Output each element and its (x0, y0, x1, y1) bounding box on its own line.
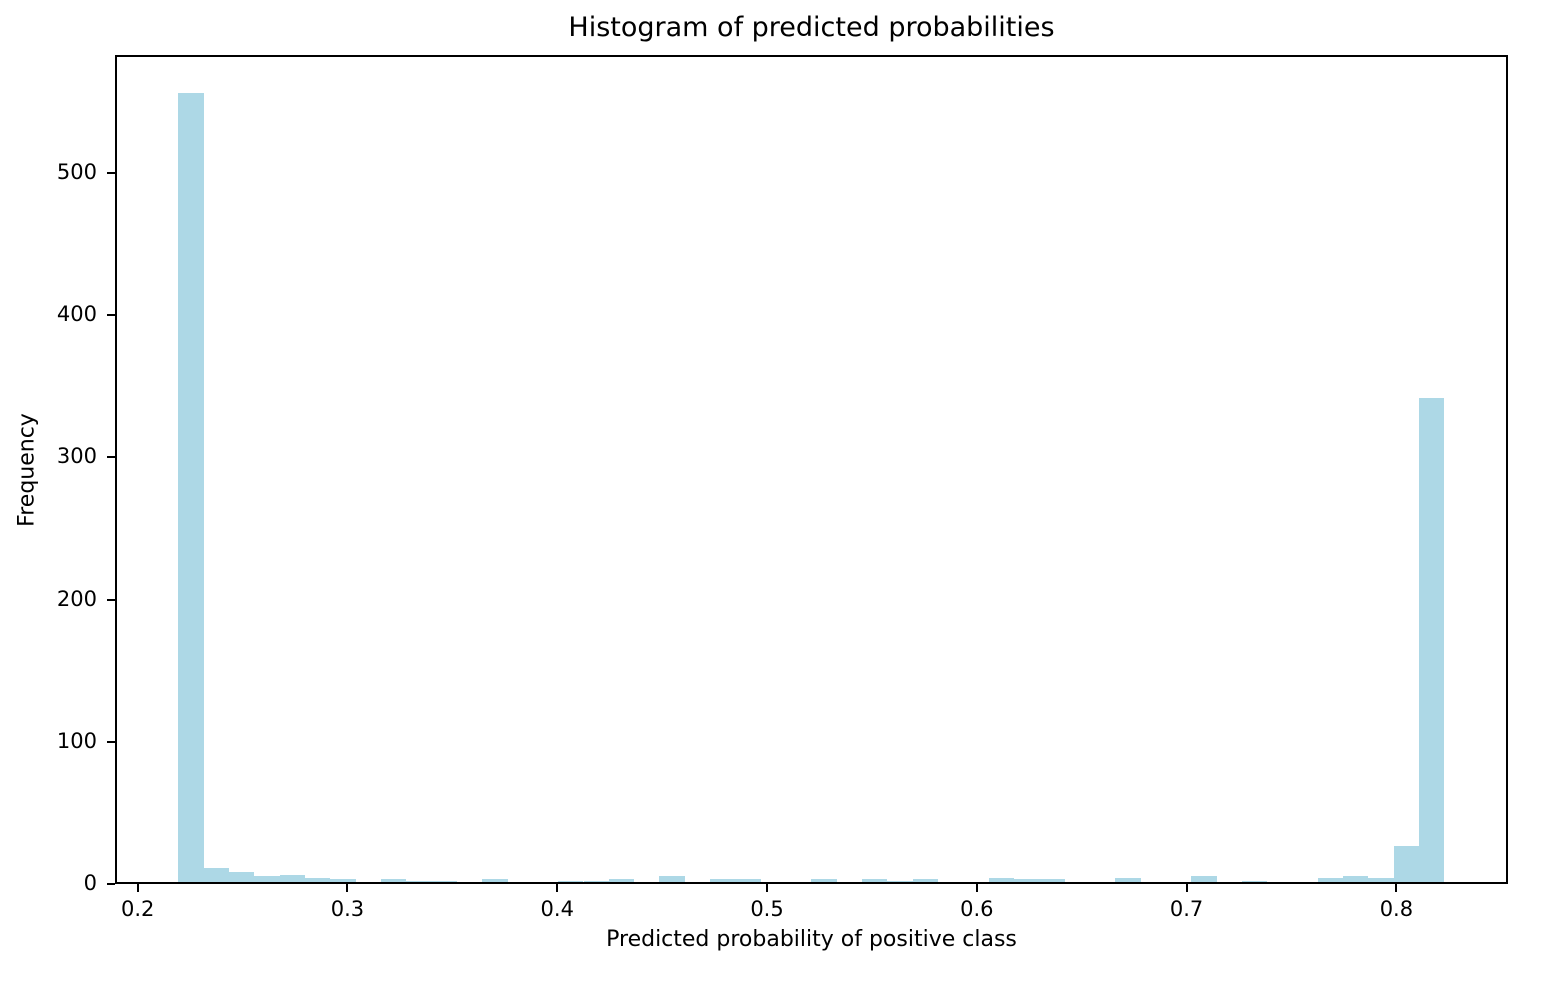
x-tick-label: 0.8 (1379, 897, 1414, 921)
x-tick-mark (975, 884, 978, 892)
histogram-bar (228, 872, 255, 882)
x-tick-label: 0.3 (330, 897, 365, 921)
histogram-bar (1191, 876, 1217, 882)
histogram-bar (482, 879, 508, 882)
histogram-bar (1343, 876, 1369, 882)
histogram-bar (659, 876, 685, 882)
histogram-bar (406, 880, 432, 882)
y-tick-mark (107, 883, 115, 885)
histogram-bar (254, 876, 280, 882)
histogram-bar (178, 92, 204, 882)
histogram-bar (330, 879, 356, 882)
plot-area (115, 55, 1508, 884)
x-tick-mark (346, 884, 349, 892)
histogram-bar (1115, 877, 1141, 882)
histogram-bar (887, 880, 913, 882)
x-tick-mark (136, 884, 139, 892)
y-tick-mark (107, 171, 115, 174)
histogram-bar (380, 879, 407, 882)
histogram-bar (1013, 879, 1040, 882)
y-tick-label: 500 (56, 159, 97, 184)
histogram-bar (1368, 877, 1394, 882)
x-tick-label: 0.7 (1169, 897, 1204, 921)
histogram-bar (1241, 880, 1268, 882)
y-tick-mark (107, 456, 115, 459)
histogram-bar (583, 880, 609, 882)
x-tick-label: 0.6 (960, 897, 994, 921)
x-tick-label: 0.5 (750, 897, 784, 921)
histogram-bar (304, 877, 331, 882)
x-axis-label: Predicted probability of positive class (606, 927, 1017, 952)
histogram-bar (862, 879, 888, 882)
histogram-bar (811, 879, 837, 882)
chart-title: Histogram of predicted probabilities (568, 12, 1055, 43)
x-tick-mark (556, 884, 559, 892)
y-axis-label: Frequency (14, 413, 40, 527)
x-tick-mark (1395, 884, 1398, 892)
y-tick-label: 0 (83, 871, 97, 895)
y-tick-label: 300 (56, 444, 97, 469)
y-tick-label: 200 (56, 586, 97, 611)
histogram-bar (1419, 398, 1445, 882)
y-tick-label: 100 (56, 728, 97, 753)
x-tick-label: 0.4 (540, 897, 574, 921)
histogram-bar (608, 879, 635, 882)
histogram-bar (735, 879, 761, 882)
y-tick-mark (107, 314, 115, 317)
y-tick-label: 400 (56, 302, 97, 327)
histogram-bar (558, 880, 584, 882)
histogram-bar (203, 867, 229, 882)
bars-layer (117, 57, 1506, 882)
histogram-bar (912, 879, 938, 882)
histogram-bar (431, 880, 457, 882)
y-tick-mark (107, 598, 115, 601)
histogram-bar (1317, 877, 1344, 882)
x-tick-mark (1185, 884, 1188, 892)
histogram-bar (1039, 879, 1065, 882)
x-tick-label: 0.2 (120, 897, 155, 921)
y-tick-mark (107, 740, 115, 743)
histogram-bar (1393, 846, 1420, 882)
histogram-bar (988, 877, 1014, 882)
x-tick-mark (766, 884, 769, 892)
histogram-bar (279, 874, 305, 882)
histogram-bar (710, 879, 736, 882)
